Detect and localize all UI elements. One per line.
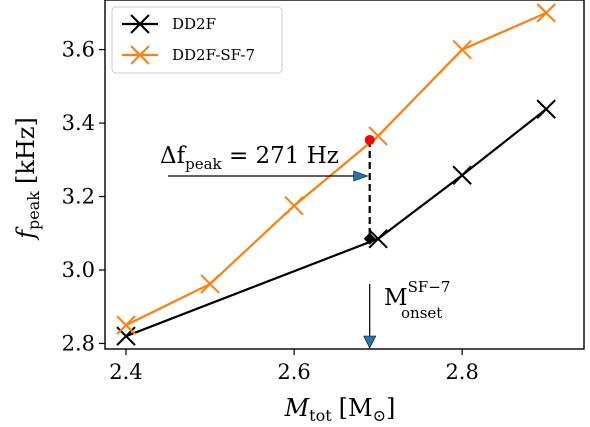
marker-stroke xyxy=(130,45,150,65)
series-1-point xyxy=(200,274,220,294)
legend-marker-0 xyxy=(130,14,150,34)
legend-label-1: DD2F-SF-7 xyxy=(172,46,255,64)
y-tick-label: 2.8 xyxy=(62,331,95,355)
marker-stroke xyxy=(284,196,304,216)
delta-rest: = 271 Hz xyxy=(222,143,339,169)
x-title-unit-sub: ⊙ xyxy=(373,406,386,425)
x-tick-label: 2.6 xyxy=(277,360,310,384)
legend: DD2F DD2F-SF-7 xyxy=(111,6,283,74)
onset-upper-point xyxy=(364,134,375,145)
marker-stroke xyxy=(116,315,136,335)
y-tick-label: 3.0 xyxy=(62,258,95,282)
y-tick-label: 3.4 xyxy=(62,111,95,135)
marker-stroke xyxy=(368,229,388,249)
series-0-point xyxy=(536,99,556,119)
marker-stroke xyxy=(200,274,220,294)
series-line-0 xyxy=(125,108,547,338)
marker-stroke xyxy=(536,3,556,23)
series-0-point xyxy=(452,165,472,185)
onset-label-sub: onset xyxy=(401,304,442,322)
onset-label: MSF−7 onset xyxy=(384,278,450,322)
y-title-unit: [kHz] xyxy=(12,117,40,184)
marker-stroke xyxy=(452,39,472,60)
legend-marker-1 xyxy=(130,45,150,65)
x-title-unit-close: ] xyxy=(386,394,395,422)
y-title-sub: peak xyxy=(24,191,43,230)
x-axis-title: Mtot [M⊙] xyxy=(284,394,396,425)
y-tick-label: 3.6 xyxy=(62,38,95,62)
marker-stroke xyxy=(452,165,472,185)
marker-stroke xyxy=(130,14,150,34)
x-tick-label: 2.8 xyxy=(445,360,478,384)
series-1-point xyxy=(284,196,304,216)
tick-layer: 2.4 2.6 2.8 2.8 3.0 3.2 3.4 3.6 xyxy=(62,38,479,384)
y-axis-title: fpeak[kHz] xyxy=(12,117,43,241)
x-title-main: M xyxy=(284,394,311,422)
onset-layer xyxy=(168,134,377,349)
series-1-point xyxy=(536,3,556,23)
onset-lower-point xyxy=(363,232,376,245)
x-title-sub: tot xyxy=(309,406,332,425)
x-tick-label: 2.4 xyxy=(109,360,142,384)
delta-sub: peak xyxy=(185,155,222,173)
delta-prefix: Δf xyxy=(160,143,187,169)
plot-frame xyxy=(104,0,585,350)
onset-label-sup: SF−7 xyxy=(408,278,451,296)
series-line-1 xyxy=(125,11,547,327)
series-0-point xyxy=(368,229,388,249)
series-1-point xyxy=(452,39,472,60)
legend-label-0: DD2F xyxy=(172,15,216,33)
onset-label-main: M xyxy=(384,285,408,311)
marker-stroke xyxy=(536,99,556,119)
y-tick-label: 3.2 xyxy=(62,185,95,209)
delta-arrow-head xyxy=(353,170,369,182)
series-1-point xyxy=(116,315,136,335)
series-layer xyxy=(116,3,556,346)
delta-annotation: Δfpeak = 271 Hz xyxy=(160,143,339,173)
x-title-unit: [M xyxy=(339,394,373,422)
onset-arrow-head xyxy=(363,335,377,349)
